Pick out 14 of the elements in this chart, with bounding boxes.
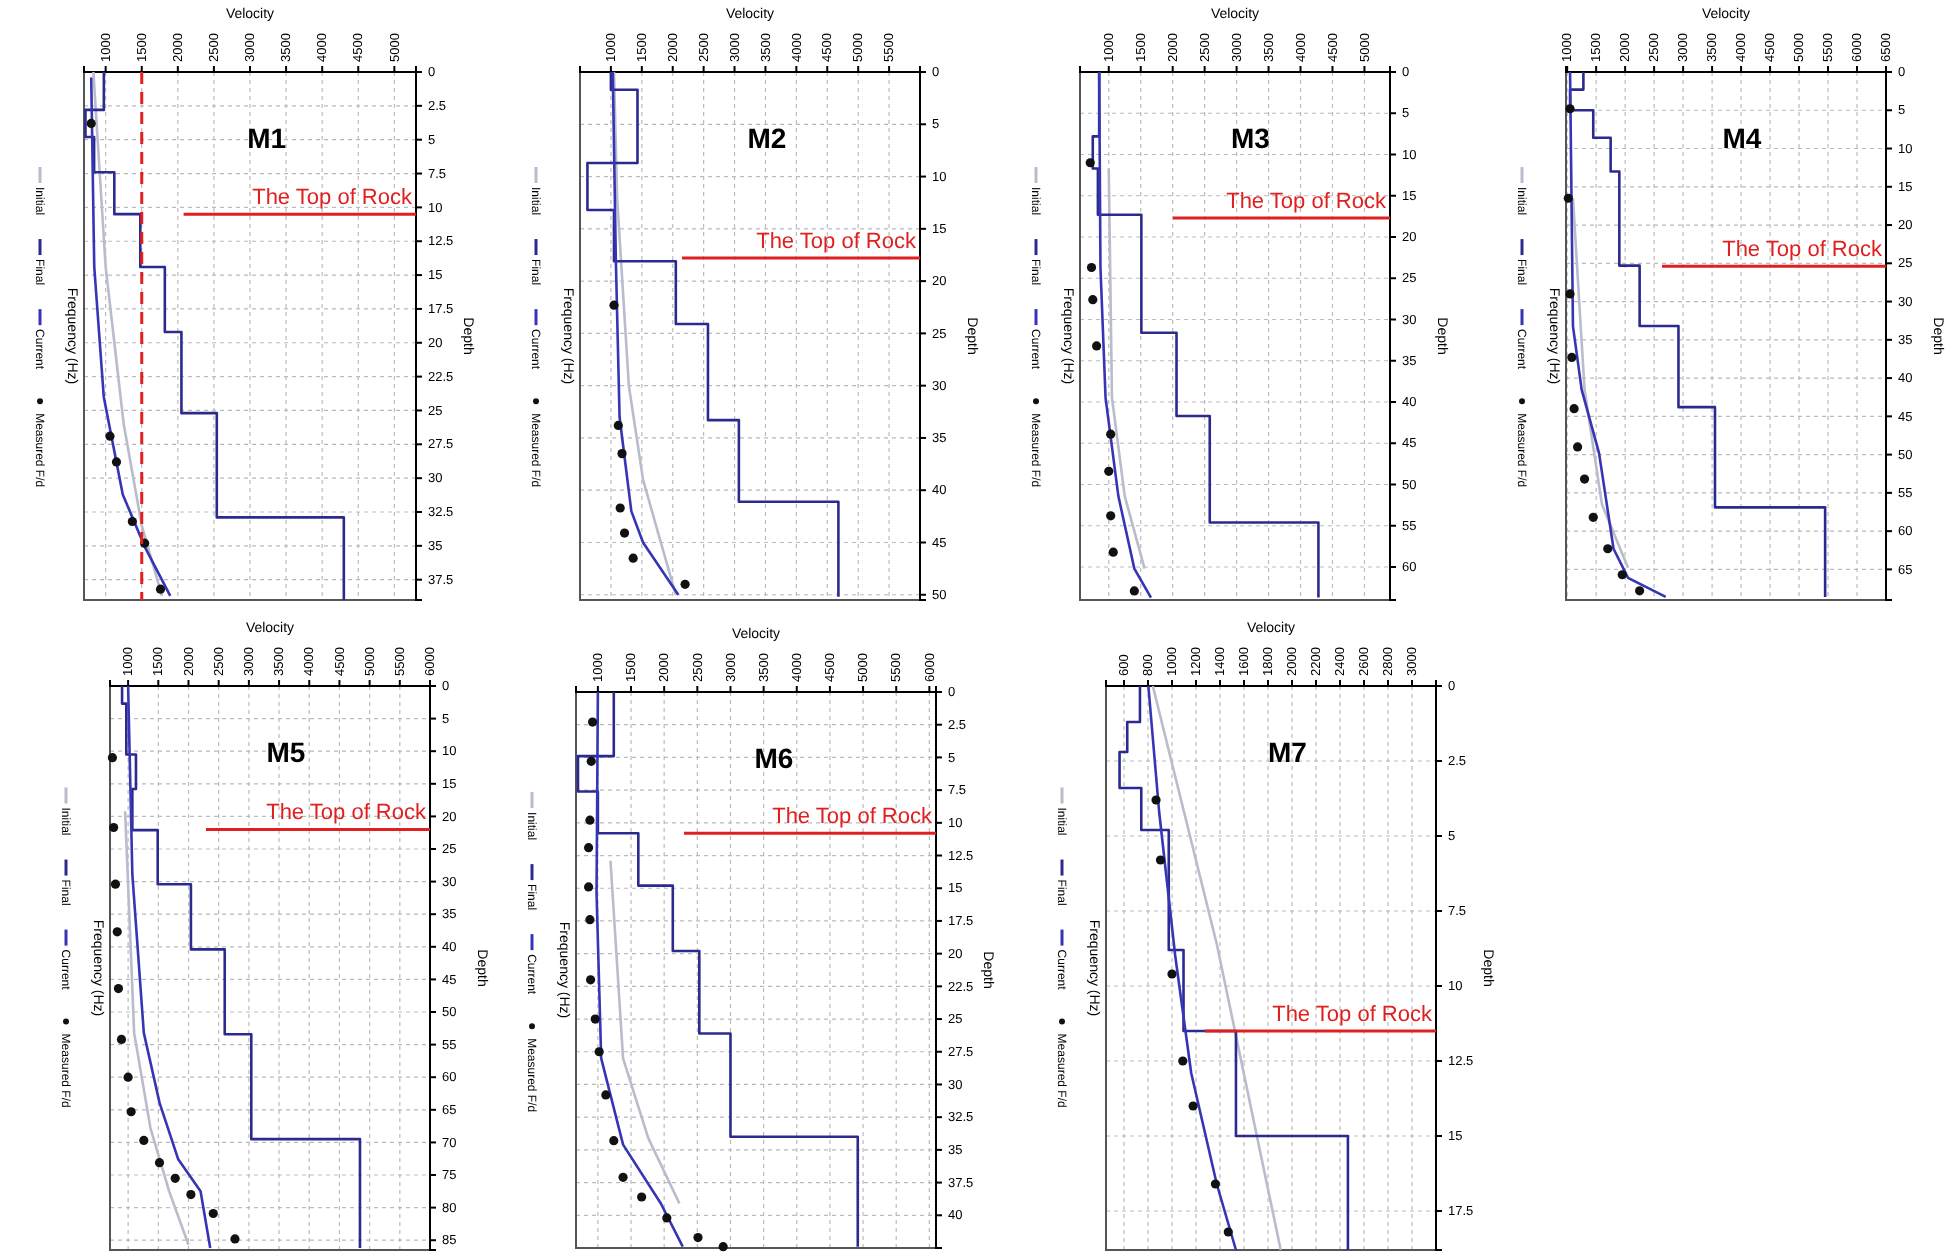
text: M2 xyxy=(747,122,787,154)
text: M1 xyxy=(247,122,287,154)
ref-line-label: The Top of Rock xyxy=(1722,238,1883,263)
ref-line-label: The Top of Rock xyxy=(772,805,933,830)
ref-line-label: The Top of Rock xyxy=(756,230,917,255)
text: M5 xyxy=(266,736,306,768)
text: M3 xyxy=(1231,122,1271,154)
ref-line-label: The Top of Rock xyxy=(252,186,413,211)
text: M6 xyxy=(754,742,794,774)
text: M7 xyxy=(1268,736,1308,768)
text: M4 xyxy=(1722,122,1762,154)
ref-line-label: The Top of Rock xyxy=(266,801,427,826)
ref-line-label: The Top of Rock xyxy=(1272,1003,1433,1027)
ref-line-label: The Top of Rock xyxy=(1226,190,1387,215)
